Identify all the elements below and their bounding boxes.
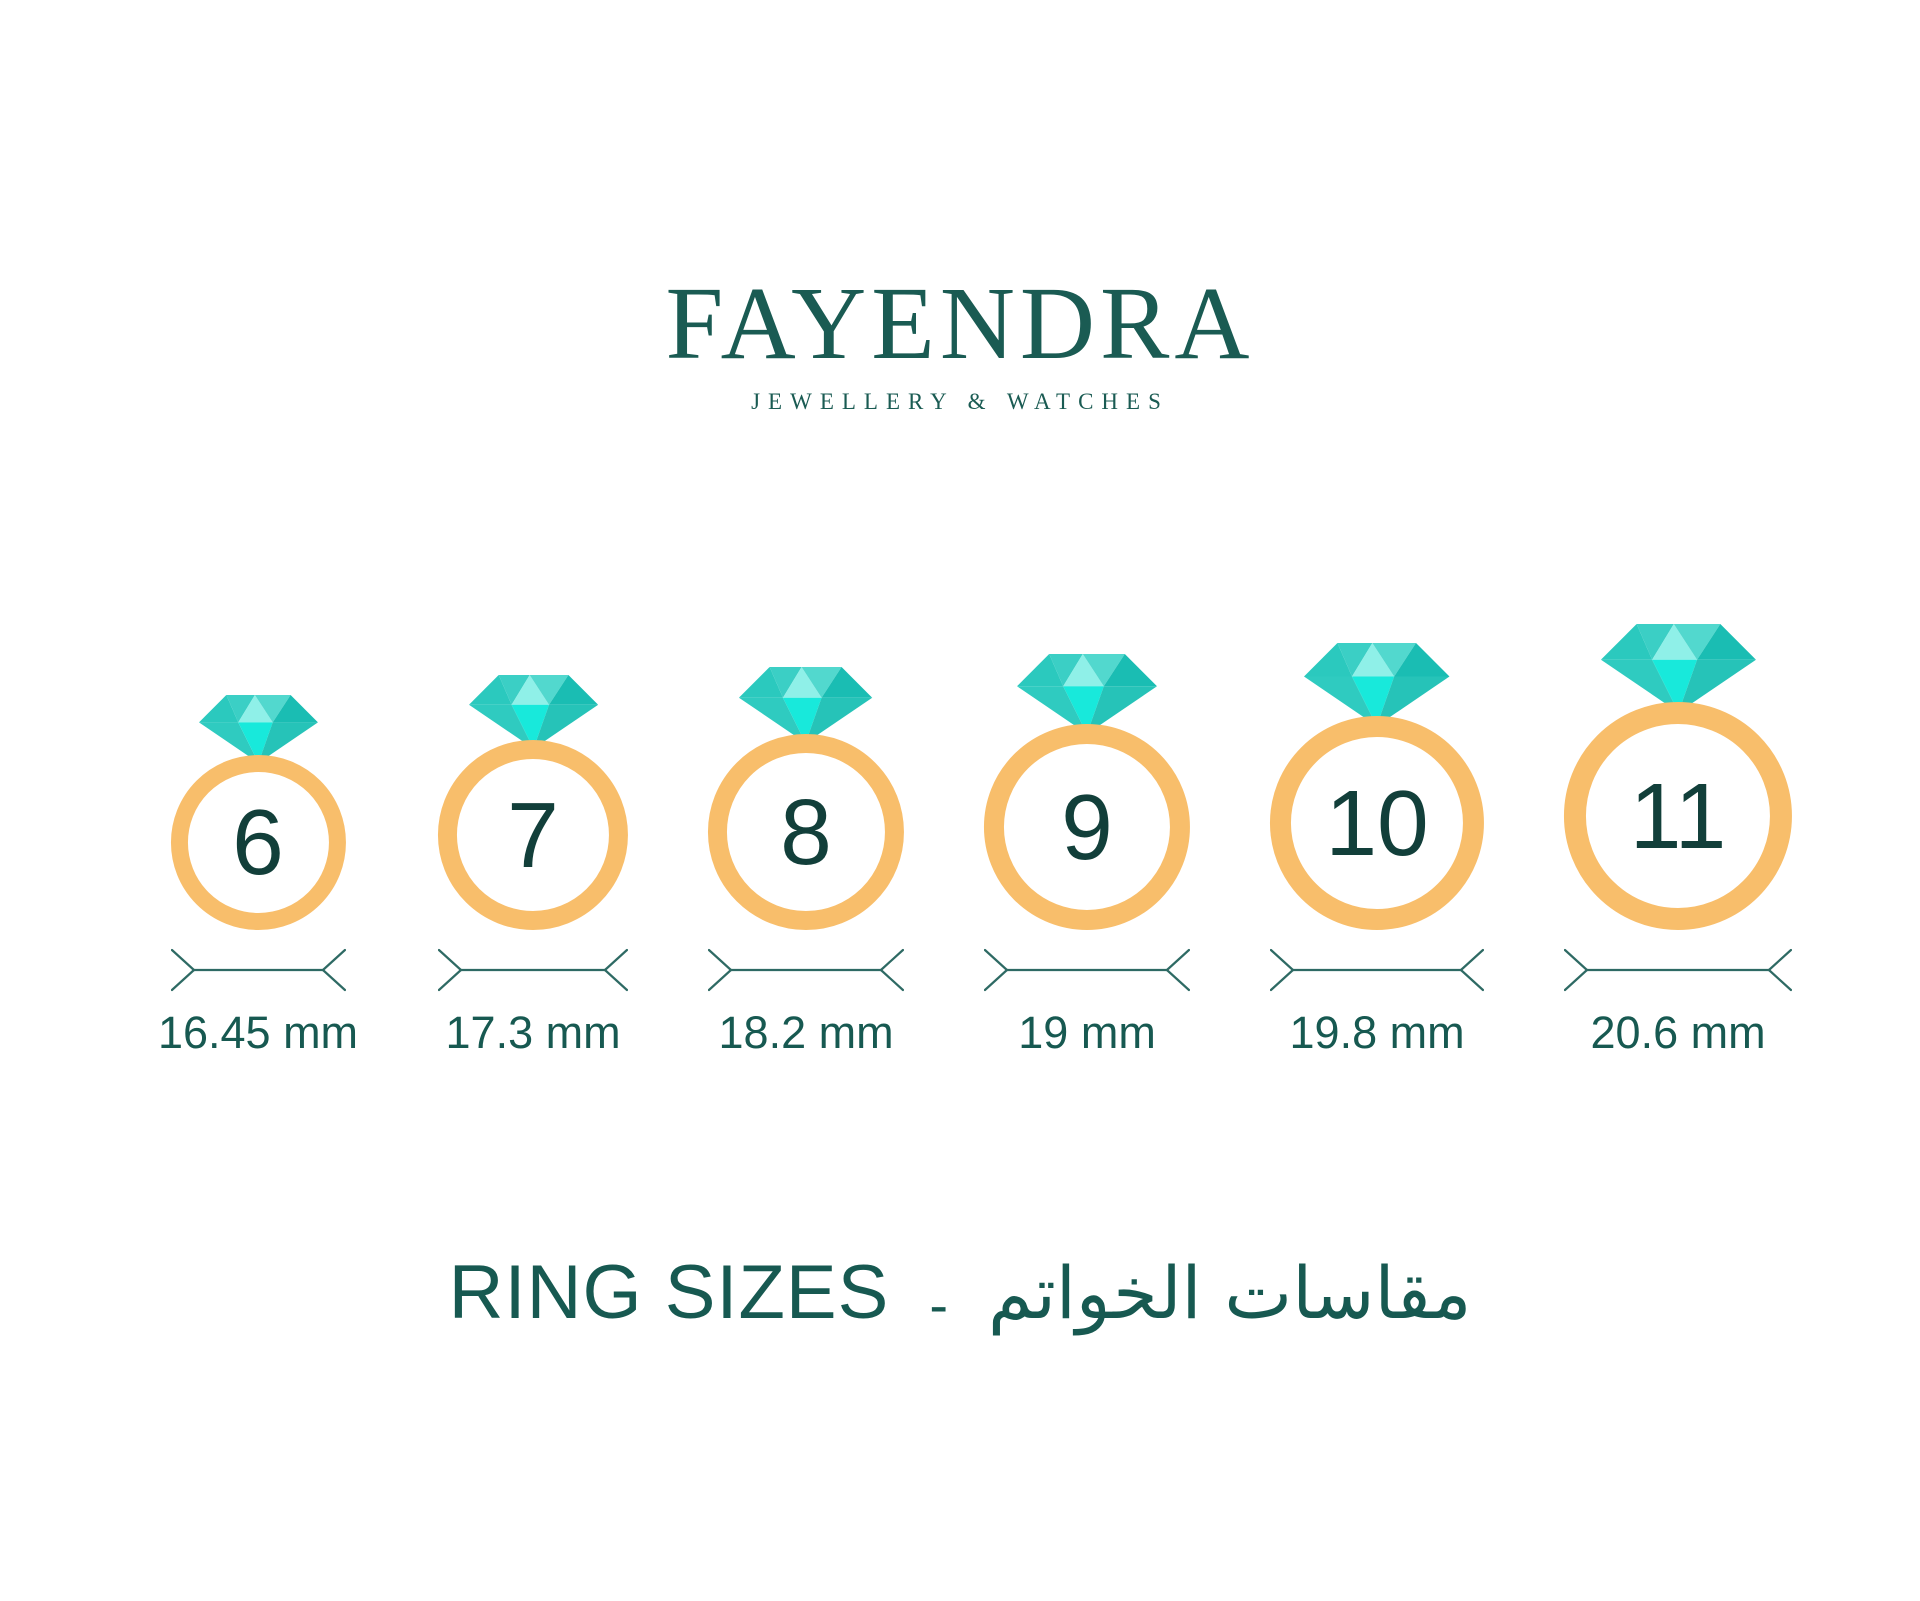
ring-size-item-11: 11 20.6 mm: [1564, 624, 1793, 1059]
diameter-label: 19 mm: [1018, 1007, 1156, 1059]
diamond-icon: [1600, 624, 1756, 713]
ring-band: 8: [708, 734, 905, 931]
ring-size-number: 11: [1629, 763, 1727, 868]
ring-size-number: 8: [780, 779, 832, 884]
diamond-icon: [739, 667, 873, 743]
ring-band: 7: [438, 740, 629, 931]
rings-row: 6 16.45 mm 7 17.3 mm: [158, 624, 1793, 1059]
diameter-dimension-line: [1270, 949, 1485, 992]
diameter-label: 17.3 mm: [445, 1007, 621, 1059]
ring-size-number: 7: [507, 782, 559, 887]
brand-tagline: JEWELLERY & WATCHES: [751, 389, 1169, 414]
page-title-en: RING SIZES: [448, 1250, 890, 1336]
ring-size-item-9: 9 19 mm: [984, 653, 1191, 1059]
ring-band: 10: [1270, 716, 1485, 931]
diameter-label: 16.45 mm: [157, 1007, 359, 1059]
brand-name: FAYENDRA: [665, 266, 1255, 381]
ring-band: 6: [170, 755, 346, 931]
brand-logo: FAYENDRA JEWELLERY & WATCHES: [0, 266, 1920, 414]
diameter-dimension-line: [708, 949, 905, 992]
ring-band: 11: [1564, 702, 1793, 931]
diamond-icon: [1017, 653, 1158, 734]
diameter-dimension-line: [438, 949, 629, 992]
diameter-dimension-line: [984, 949, 1191, 992]
ring-size-number: 6: [232, 790, 284, 895]
diameter-label: 20.6 mm: [1590, 1007, 1766, 1059]
ring-size-number: 10: [1325, 770, 1429, 875]
ring-size-item-6: 6 16.45 mm: [158, 695, 358, 1058]
diameter-dimension-line: [170, 949, 346, 992]
diamond-icon: [468, 675, 598, 749]
diamond-icon: [198, 695, 318, 764]
ring-size-item-10: 10 19.8 mm: [1270, 642, 1485, 1059]
ring-size-item-8: 8 18.2 mm: [708, 667, 905, 1059]
ring-size-item-7: 7 17.3 mm: [438, 675, 629, 1059]
diameter-dimension-line: [1564, 949, 1793, 992]
page-title-ar: مقاسات الخواتم: [987, 1251, 1472, 1335]
ring-size-number: 9: [1061, 774, 1113, 879]
title-separator: -: [929, 1273, 948, 1337]
page-title: RING SIZES - مقاسات الخواتم: [0, 1252, 1920, 1335]
diamond-icon: [1304, 642, 1450, 726]
ring-band: 9: [984, 724, 1191, 931]
diameter-label: 18.2 mm: [718, 1007, 894, 1059]
diameter-label: 19.8 mm: [1289, 1007, 1465, 1059]
